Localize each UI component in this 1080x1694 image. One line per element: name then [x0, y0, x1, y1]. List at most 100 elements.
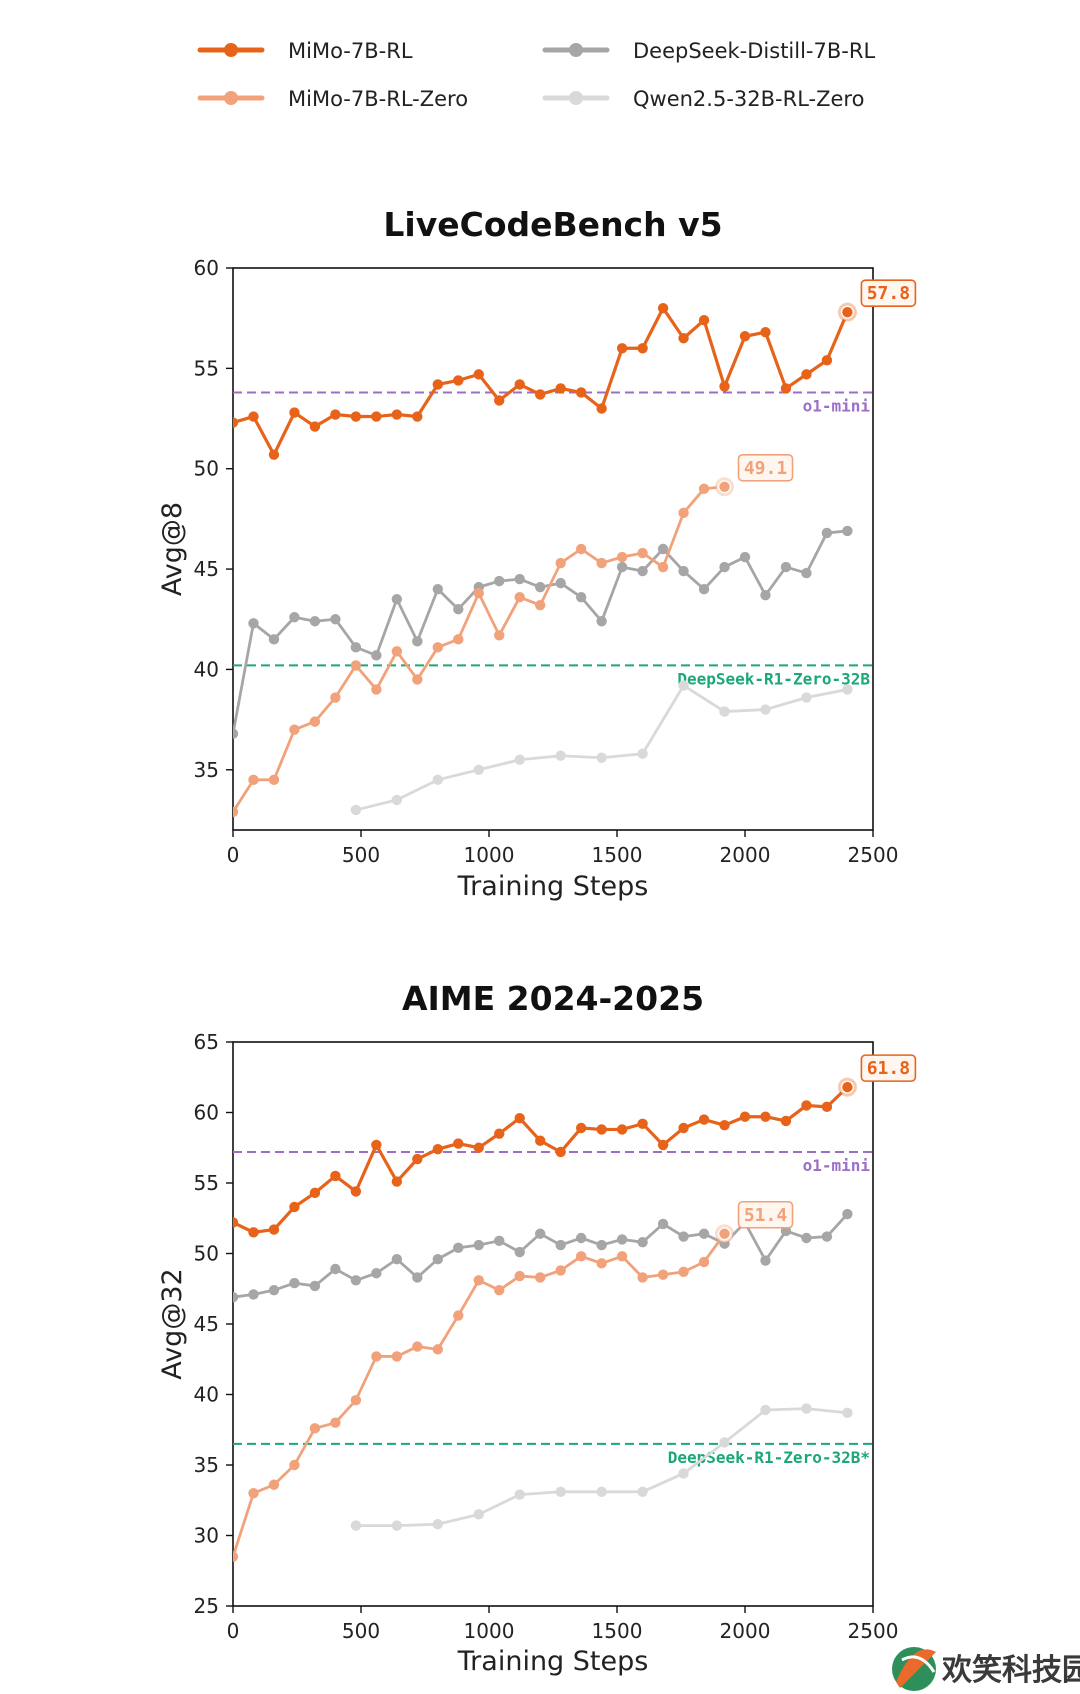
reference-label-o1-mini: o1-mini: [803, 1156, 871, 1175]
x-axis-label: Training Steps: [457, 871, 649, 902]
data-point: [391, 1176, 403, 1187]
x-tick-label: 500: [342, 1619, 380, 1643]
data-point: [719, 481, 730, 492]
data-point: [391, 794, 403, 806]
legend-label: MiMo-7B-RL-Zero: [288, 87, 468, 111]
series-layer: [233, 1077, 857, 1562]
data-point: [596, 616, 607, 627]
data-point: [473, 1142, 484, 1153]
legend-item-deepseek-distill-7b-rl: DeepSeek-Distill-7B-RL: [542, 39, 875, 63]
y-tick-label: 65: [194, 1030, 219, 1054]
x-tick-label: 1000: [464, 1619, 515, 1643]
x-axis-label: Training Steps: [457, 1646, 649, 1677]
data-point: [514, 1270, 525, 1282]
data-point: [289, 1201, 300, 1213]
data-point: [780, 1115, 792, 1127]
y-tick-label: 35: [194, 758, 219, 782]
data-point: [555, 1486, 566, 1497]
series-layer: [233, 302, 857, 818]
legend-label: DeepSeek-Distill-7B-RL: [633, 39, 875, 63]
data-point: [616, 1124, 628, 1135]
y-tick-label: 55: [194, 356, 219, 380]
data-point: [596, 557, 607, 569]
data-point: [371, 1268, 382, 1279]
data-point: [801, 369, 812, 380]
data-point: [412, 1153, 423, 1165]
reference-label-o1-mini: o1-mini: [803, 396, 871, 415]
data-point: [698, 583, 710, 595]
data-point: [698, 314, 710, 326]
series-deepseek-distill-7b-rl: [233, 525, 853, 739]
reference-label-deepseek-r1-zero-32b: DeepSeek-R1-Zero-32B: [677, 669, 870, 688]
data-point: [616, 1234, 628, 1245]
y-tick-label: 60: [194, 1101, 219, 1125]
data-point: [739, 331, 751, 342]
data-point: [330, 409, 341, 420]
data-point: [596, 1124, 607, 1135]
plot-frame: [232, 1041, 874, 1607]
series-line: [233, 485, 725, 813]
data-point: [575, 1232, 587, 1244]
data-point: [555, 383, 566, 394]
data-point: [473, 1275, 484, 1286]
data-point: [801, 1403, 812, 1414]
data-point: [432, 642, 443, 653]
legend-swatch-marker: [569, 91, 583, 105]
chart-title: AIME 2024-2025: [402, 979, 704, 1018]
data-point: [739, 551, 751, 563]
x-tick-label: 2500: [848, 1619, 899, 1643]
data-point: [678, 680, 689, 691]
chart-title: LiveCodeBench v5: [383, 205, 722, 244]
data-point: [596, 1258, 607, 1269]
data-point: [760, 589, 771, 601]
data-point: [514, 1246, 525, 1258]
x-tick-label: 1000: [464, 843, 515, 867]
series-qwen2-5-32b-rl-zero: [350, 680, 853, 816]
data-point: [233, 1217, 239, 1228]
x-tick-label: 1500: [592, 843, 643, 867]
legend-item-qwen2-5-32b-rl-zero: Qwen2.5-32B-RL-Zero: [542, 87, 864, 111]
data-point: [616, 1251, 628, 1262]
data-point: [821, 1101, 833, 1113]
data-point: [248, 618, 259, 629]
data-point: [233, 417, 239, 428]
y-axis-label: Avg@8: [157, 502, 188, 596]
data-point: [248, 774, 259, 786]
data-point: [248, 1227, 259, 1238]
data-point: [555, 557, 566, 569]
series-mimo-7b-rl-zero: [233, 1224, 735, 1562]
end-label-box: [737, 453, 794, 482]
data-point: [760, 704, 771, 715]
data-point: [535, 389, 546, 400]
data-point: [678, 507, 689, 519]
data-point: [391, 1520, 403, 1531]
data-point: [268, 1284, 280, 1296]
data-point: [268, 1224, 280, 1235]
data-point: [698, 1256, 710, 1268]
data-point: [698, 1228, 710, 1239]
data-point: [842, 684, 853, 695]
data-point: [350, 1275, 362, 1286]
data-point: [514, 754, 525, 765]
legend-item-mimo-7b-rl: MiMo-7B-RL: [197, 39, 413, 63]
data-point: [391, 646, 403, 657]
data-point: [760, 327, 771, 338]
y-tick-label: 40: [194, 657, 219, 681]
data-point: [678, 1266, 689, 1278]
series-qwen2-5-32b-rl-zero: [350, 1403, 853, 1531]
data-point: [268, 449, 280, 460]
data-point: [371, 1351, 382, 1362]
data-point: [657, 543, 669, 555]
data-point: [494, 1128, 505, 1139]
data-point: [596, 403, 607, 414]
y-tick-label: 50: [194, 457, 219, 481]
data-point: [801, 692, 812, 703]
data-point: [821, 527, 833, 539]
data-point: [514, 379, 525, 390]
data-point: [432, 1253, 443, 1265]
data-point: [309, 1280, 321, 1292]
data-point: [719, 1228, 730, 1239]
data-point: [535, 1228, 546, 1239]
data-point: [698, 1114, 710, 1125]
data-point: [248, 1289, 259, 1300]
